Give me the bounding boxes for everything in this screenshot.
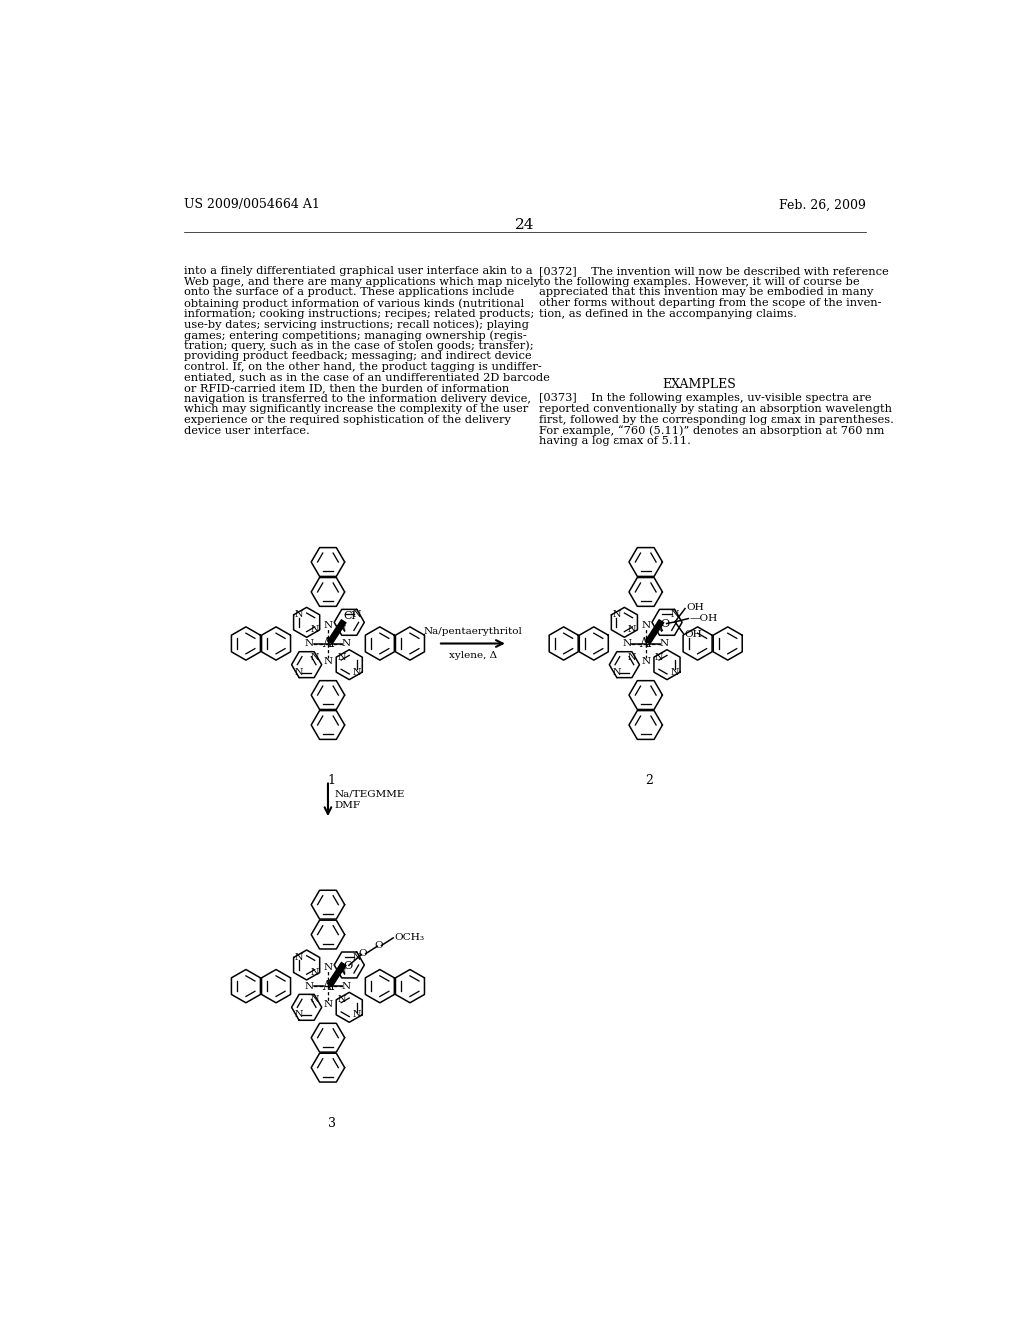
Text: Cl: Cl — [344, 611, 356, 620]
Text: N: N — [337, 652, 346, 661]
Text: For example, “760 (5.11)” denotes an absorption at 760 nm: For example, “760 (5.11)” denotes an abs… — [539, 425, 884, 436]
Text: N: N — [337, 968, 346, 977]
Text: appreciated that this invention may be embodied in many: appreciated that this invention may be e… — [539, 288, 873, 297]
Text: N: N — [305, 982, 314, 990]
Text: N: N — [352, 953, 361, 962]
Text: O: O — [375, 941, 383, 950]
Text: EXAMPLES: EXAMPLES — [663, 378, 736, 391]
Text: providing product feedback; messaging; and indirect device: providing product feedback; messaging; a… — [183, 351, 531, 362]
Text: N: N — [337, 626, 346, 635]
Text: N: N — [310, 995, 318, 1005]
Text: control. If, on the other hand, the product tagging is undiffer-: control. If, on the other hand, the prod… — [183, 362, 542, 372]
Text: Na/TEGMME: Na/TEGMME — [334, 789, 404, 799]
Text: N: N — [295, 668, 303, 677]
Text: N: N — [655, 652, 664, 661]
Text: 24: 24 — [515, 218, 535, 232]
Text: Na/pentaerythritol: Na/pentaerythritol — [424, 627, 522, 636]
Text: N: N — [342, 982, 351, 990]
Text: games; entering competitions; managing ownership (regis-: games; entering competitions; managing o… — [183, 330, 526, 341]
Text: [0372]    The invention will now be described with reference: [0372] The invention will now be describ… — [539, 267, 889, 276]
Text: N: N — [352, 668, 361, 677]
Text: N: N — [305, 639, 314, 648]
Text: N: N — [671, 668, 679, 677]
Text: 3: 3 — [328, 1117, 336, 1130]
Text: N: N — [324, 1001, 333, 1008]
Text: N: N — [295, 953, 303, 962]
Text: N: N — [310, 968, 318, 977]
Text: which may significantly increase the complexity of the user: which may significantly increase the com… — [183, 404, 528, 414]
Text: N: N — [337, 995, 346, 1005]
Text: obtaining product information of various kinds (nutritional: obtaining product information of various… — [183, 298, 524, 309]
Text: Feb. 26, 2009: Feb. 26, 2009 — [779, 198, 866, 211]
Text: O: O — [343, 961, 352, 972]
Text: or RFID-carried item ID, then the burden of information: or RFID-carried item ID, then the burden… — [183, 383, 509, 393]
Text: N: N — [324, 620, 333, 630]
Text: N: N — [641, 657, 650, 667]
Text: OH: OH — [684, 630, 702, 639]
Text: Al: Al — [322, 638, 334, 649]
Text: first, followed by the corresponding log εmax in parentheses.: first, followed by the corresponding log… — [539, 414, 894, 425]
Text: N: N — [659, 639, 669, 648]
Text: device user interface.: device user interface. — [183, 425, 309, 436]
Text: use-by dates; servicing instructions; recall notices); playing: use-by dates; servicing instructions; re… — [183, 319, 528, 330]
Text: N: N — [641, 620, 650, 630]
Text: Al: Al — [639, 638, 652, 649]
Text: entiated, such as in the case of an undifferentiated 2D barcode: entiated, such as in the case of an undi… — [183, 372, 550, 383]
Text: N: N — [310, 626, 318, 635]
Text: experience or the required sophistication of the delivery: experience or the required sophisticatio… — [183, 414, 511, 425]
Text: tration; query, such as in the case of stolen goods; transfer);: tration; query, such as in the case of s… — [183, 341, 534, 351]
Text: N: N — [628, 652, 636, 661]
Text: N: N — [352, 1011, 361, 1019]
Text: N: N — [342, 639, 351, 648]
Text: OH: OH — [686, 603, 703, 612]
Text: information; cooking instructions; recipes; related products;: information; cooking instructions; recip… — [183, 309, 535, 318]
Text: navigation is transferred to the information delivery device,: navigation is transferred to the informa… — [183, 393, 530, 404]
Text: N: N — [623, 639, 632, 648]
Text: US 2009/0054664 A1: US 2009/0054664 A1 — [183, 198, 319, 211]
Text: N: N — [655, 626, 664, 635]
Text: N: N — [310, 652, 318, 661]
Text: [0373]    In the following examples, uv-visible spectra are: [0373] In the following examples, uv-vis… — [539, 393, 871, 403]
Text: other forms without departing from the scope of the inven-: other forms without departing from the s… — [539, 298, 882, 308]
Text: 1: 1 — [328, 775, 336, 788]
Text: O: O — [660, 619, 670, 628]
Text: N: N — [612, 668, 621, 677]
Text: N: N — [295, 1011, 303, 1019]
Text: having a log εmax of 5.11.: having a log εmax of 5.11. — [539, 436, 690, 446]
Text: —OH: —OH — [689, 614, 718, 623]
Text: tion, as defined in the accompanying claims.: tion, as defined in the accompanying cla… — [539, 309, 797, 318]
Text: reported conventionally by stating an absorption wavelength: reported conventionally by stating an ab… — [539, 404, 892, 414]
Text: DMF: DMF — [334, 801, 360, 809]
Text: N: N — [628, 626, 636, 635]
Text: Al: Al — [322, 979, 334, 993]
Text: 2: 2 — [646, 775, 653, 788]
Text: N: N — [295, 610, 303, 619]
Text: N: N — [612, 610, 621, 619]
Text: N: N — [324, 657, 333, 667]
Text: to the following examples. However, it will of course be: to the following examples. However, it w… — [539, 277, 859, 286]
Text: OCH₃: OCH₃ — [394, 933, 424, 941]
Text: N: N — [324, 964, 333, 973]
Text: Web page, and there are many applications which map nicely: Web page, and there are many application… — [183, 277, 540, 286]
Text: O: O — [358, 949, 368, 958]
Text: xylene, Δ: xylene, Δ — [449, 651, 497, 660]
Text: N: N — [352, 610, 361, 619]
Text: into a finely differentiated graphical user interface akin to a: into a finely differentiated graphical u… — [183, 267, 532, 276]
Text: onto the surface of a product. These applications include: onto the surface of a product. These app… — [183, 288, 514, 297]
Text: N: N — [671, 610, 679, 619]
